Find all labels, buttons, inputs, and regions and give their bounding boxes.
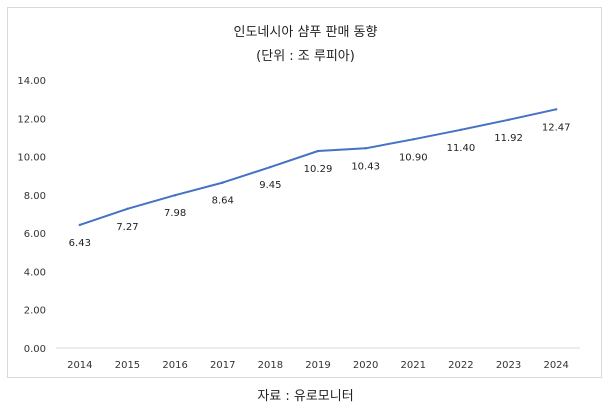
data-label: 7.98 [164,208,186,219]
chart-frame [7,7,602,378]
data-point [173,194,177,197]
x-tick-label: 2018 [258,360,283,371]
y-tick-label: 8.00 [24,191,46,202]
x-tick-label: 2015 [115,360,140,371]
data-label: 12.47 [542,122,571,133]
data-label: 10.90 [399,152,428,163]
x-tick-label: 2017 [210,360,235,371]
chart-source: 자료 : 유로모니터 [257,389,354,404]
data-point [316,149,320,153]
data-point [78,223,82,227]
y-tick-label: 14.00 [17,76,46,87]
data-label: 6.43 [69,238,91,249]
y-tick-label: 12.00 [17,114,46,125]
x-tick-label: 2020 [353,360,378,371]
data-label: 9.45 [259,180,281,191]
x-tick-label: 2021 [401,360,426,371]
x-tick-label: 2022 [448,360,473,371]
data-label: 10.43 [351,161,380,172]
x-tick-label: 2023 [496,360,521,371]
y-tick-label: 0.00 [24,344,46,355]
data-point [459,128,463,131]
y-tick-label: 6.00 [24,229,46,240]
data-point [507,118,510,122]
data-point [364,147,367,150]
data-point [221,181,224,184]
data-label: 11.92 [494,133,523,144]
data-label: 10.29 [304,164,333,175]
chart-subtitle: (단위 : 조 루피아) [256,49,355,64]
x-tick-label: 2014 [67,360,92,371]
data-point [269,165,272,169]
y-tick-label: 4.00 [24,267,46,278]
y-tick-label: 2.00 [24,306,46,317]
chart-title: 인도네시아 샴푸 판매 동향 [233,25,378,40]
data-point [554,108,558,111]
data-label: 11.40 [447,143,476,154]
x-tick-label: 2019 [305,360,330,371]
data-point [126,207,129,211]
y-tick-label: 10.00 [17,153,46,164]
data-label: 8.64 [212,196,234,207]
x-tick-label: 2024 [543,360,568,371]
x-tick-label: 2016 [162,360,187,371]
data-point [412,138,415,141]
data-label: 7.27 [116,222,138,233]
